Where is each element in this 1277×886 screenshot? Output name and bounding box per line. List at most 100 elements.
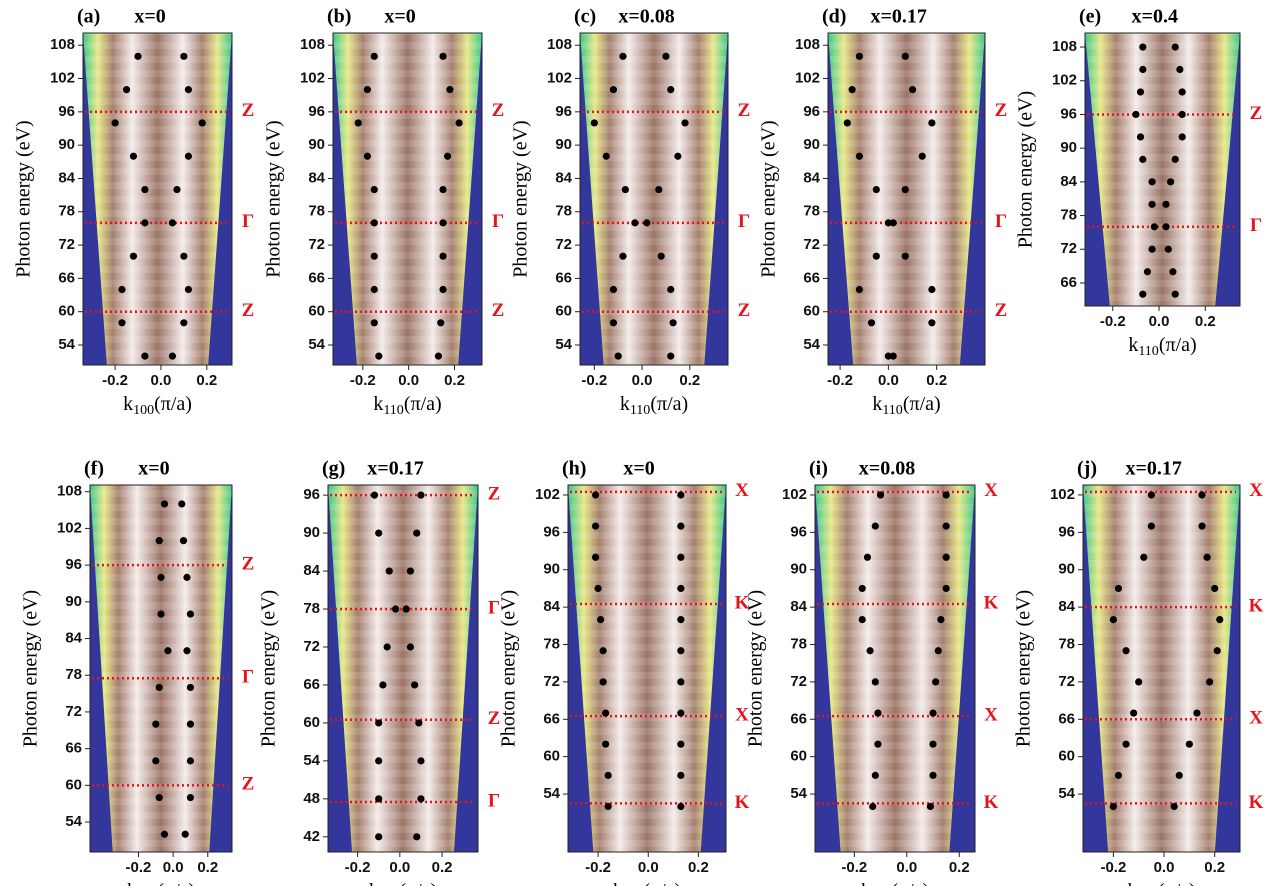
intensity-texture <box>1083 485 1240 852</box>
y-tick-label: 60 <box>555 303 572 320</box>
symmetry-label: Γ <box>488 790 500 811</box>
panel-title: x=0 <box>623 458 654 480</box>
y-tick-label: 66 <box>555 269 572 286</box>
data-point <box>152 757 160 765</box>
x-tick-label: -0.2 <box>1100 313 1126 330</box>
y-axis-label: Photon energy (eV) <box>510 120 532 277</box>
x-tick-label: 0.2 <box>679 372 700 389</box>
data-point <box>198 119 206 127</box>
y-tick-label: 72 <box>555 236 572 253</box>
data-point <box>677 771 685 779</box>
data-point <box>667 285 675 294</box>
y-axis-label: Photon energy (eV) <box>1013 590 1035 747</box>
y-tick-label: 108 <box>547 36 572 53</box>
symmetry-label: Z <box>1250 103 1263 124</box>
data-point <box>1122 740 1130 748</box>
symmetry-label: Z <box>492 100 505 121</box>
x-tick-label: 0.0 <box>398 372 419 389</box>
data-point <box>118 319 126 327</box>
data-point <box>619 52 627 60</box>
data-point <box>1162 223 1170 231</box>
x-axis-label-main: k <box>369 880 379 886</box>
data-point <box>1130 709 1138 717</box>
y-tick-label: 78 <box>308 203 325 220</box>
data-point <box>677 491 685 499</box>
data-point <box>871 678 879 686</box>
data-point <box>929 709 937 717</box>
panel-title: x=0 <box>384 6 415 28</box>
data-point <box>1193 709 1201 717</box>
symmetry-label: Z <box>492 300 505 321</box>
data-point <box>1178 88 1186 96</box>
y-axis-label: Photon energy (eV) <box>1015 91 1037 248</box>
data-point <box>667 86 675 94</box>
data-point <box>609 86 618 94</box>
y-tick-label: 84 <box>543 598 560 615</box>
data-point <box>889 219 897 227</box>
data-point <box>848 86 856 94</box>
y-tick-label: 90 <box>303 524 320 541</box>
plot-frame <box>1082 484 1241 853</box>
data-point <box>155 683 163 692</box>
symmetry-label: X <box>1249 708 1263 729</box>
x-tick-label: 0.2 <box>197 859 218 876</box>
data-point <box>855 285 864 294</box>
data-point <box>178 500 186 508</box>
y-tick-label: 60 <box>1058 748 1075 765</box>
y-tick-label: 66 <box>65 740 82 757</box>
data-point <box>406 567 414 575</box>
panel-label: (h) <box>562 458 586 480</box>
data-point <box>942 522 950 530</box>
symmetry-label: K <box>735 592 750 613</box>
data-point <box>385 567 393 575</box>
data-point <box>363 152 371 160</box>
panel-label: (b) <box>327 6 351 28</box>
y-tick-label: 54 <box>803 336 820 353</box>
y-tick-label: 90 <box>65 593 82 610</box>
data-point <box>609 285 618 294</box>
x-axis-label-main: k <box>1127 880 1137 886</box>
y-axis-label: Photon energy (eV) <box>263 120 285 277</box>
data-point <box>444 152 452 160</box>
intensity-texture <box>333 33 482 365</box>
data-point <box>871 771 879 779</box>
data-point <box>379 681 387 689</box>
data-point <box>929 740 937 748</box>
data-point <box>152 720 160 728</box>
data-point <box>1171 43 1179 51</box>
y-tick-label: 90 <box>58 136 75 153</box>
data-point <box>186 610 195 618</box>
panel-label: (g) <box>322 458 345 480</box>
data-point <box>141 219 149 227</box>
data-point <box>872 185 880 194</box>
data-point <box>908 86 917 94</box>
data-point <box>155 537 163 545</box>
x-axis-label-main: k <box>373 393 383 415</box>
symmetry-label: Γ <box>995 211 1007 232</box>
y-tick-label: 90 <box>308 136 325 153</box>
data-point <box>1171 155 1179 163</box>
data-point <box>179 537 188 545</box>
x-axis-label-sub: 100 <box>133 403 154 418</box>
data-point <box>160 500 169 508</box>
data-point <box>164 647 172 655</box>
y-tick-label: 102 <box>1050 486 1075 503</box>
data-point <box>602 152 610 160</box>
data-point <box>889 352 897 360</box>
y-tick-label: 60 <box>58 303 75 320</box>
panel-title: x=0.08 <box>859 458 915 480</box>
y-tick-label: 102 <box>1052 72 1077 89</box>
data-point <box>183 573 191 581</box>
y-tick-label: 84 <box>303 562 320 579</box>
y-tick-label: 78 <box>555 203 572 220</box>
data-point <box>874 740 882 748</box>
data-point <box>413 529 421 537</box>
plot-frame <box>327 484 479 853</box>
x-axis-label: k110(π/a) <box>127 880 195 886</box>
data-point <box>591 491 600 499</box>
x-axis-label-main: k <box>872 393 882 415</box>
y-tick-label: 84 <box>65 629 82 646</box>
y-tick-label: 102 <box>535 486 560 503</box>
y-tick-label: 60 <box>303 714 320 731</box>
data-point <box>186 720 195 728</box>
